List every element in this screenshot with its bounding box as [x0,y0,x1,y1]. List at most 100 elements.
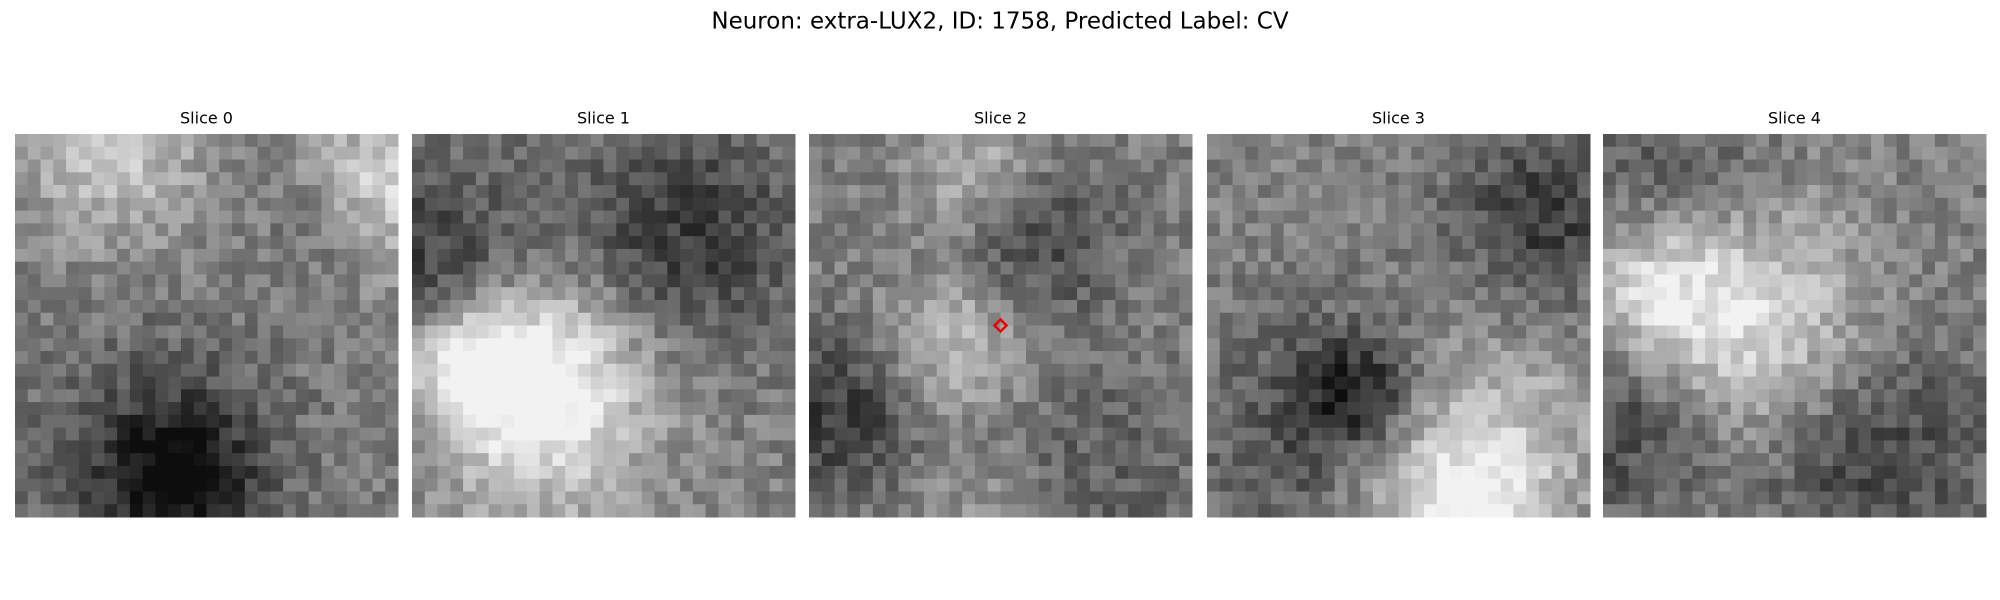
pixel [1334,274,1348,288]
pixel [1577,440,1591,454]
pixel [424,325,439,339]
pixel [577,248,592,263]
pixel [1832,287,1847,301]
pixel [1692,376,1706,390]
pixel [450,134,464,148]
pixel [117,414,131,429]
pixel [1321,287,1336,301]
pixel [180,440,195,454]
pixel [501,185,515,199]
pixel [1449,465,1463,480]
pixel [91,453,105,467]
pixel [1321,376,1336,390]
pixel [1500,376,1514,390]
pixel [782,261,796,275]
pixel [1013,274,1027,288]
pixel [577,299,592,314]
pixel [756,465,770,480]
pixel [705,376,719,390]
pixel [1089,287,1104,301]
pixel [1679,287,1693,301]
pixel [1934,376,1949,390]
pixel [577,478,592,492]
pixel [1603,414,1617,429]
pixel [1934,478,1949,492]
pixel [1756,491,1770,505]
pixel [1564,274,1578,288]
pixel [1615,197,1630,212]
pixel [66,325,80,339]
pixel [1679,134,1693,148]
pixel [1500,363,1514,378]
pixel [104,274,118,288]
pixel [1538,363,1553,378]
pixel [78,312,93,326]
pixel [1845,172,1859,186]
pixel [1026,312,1040,326]
pixel [1258,274,1272,288]
pixel [1743,146,1757,161]
pixel [731,146,745,161]
pixel [219,504,233,518]
pixel [847,376,861,390]
pixel [1947,491,1961,505]
pixel [1654,274,1668,288]
pixel [1487,197,1502,212]
pixel [1115,159,1129,173]
pixel [987,491,1001,505]
pixel [731,491,745,505]
pixel [1654,287,1668,301]
pixel [1730,223,1744,237]
pixel [206,261,220,275]
pixel [1296,389,1310,403]
pixel [821,376,836,390]
pixel [257,402,271,416]
pixel [1832,274,1847,288]
pixel [385,146,399,161]
pixel [1768,478,1783,492]
pixel [1064,351,1078,365]
pixel [565,146,579,161]
pixel [91,261,105,275]
pixel [1128,376,1142,390]
pixel [898,363,912,378]
pixel [1832,185,1847,199]
pixel [1551,197,1565,212]
pixel [488,134,502,148]
pixel [1064,274,1078,288]
pixel [1283,338,1297,352]
pixel [91,312,105,326]
pixel [206,440,220,454]
pixel [232,248,246,263]
pixel [1232,172,1246,186]
pixel [232,274,246,288]
pixel [308,172,322,186]
pixel [949,261,963,275]
pixel [1347,376,1361,390]
pixel [437,197,451,212]
pixel [1140,491,1155,505]
pixel [1309,197,1323,212]
pixel [718,389,732,403]
pixel [923,159,938,173]
pixel [1934,465,1949,480]
pixel [1973,197,1987,212]
pixel [974,172,989,186]
pixel [1666,248,1681,263]
pixel [1730,325,1744,339]
pixel [552,414,566,429]
pixel [552,325,566,339]
pixel [346,210,361,224]
pixel [565,236,579,250]
pixel [731,312,745,326]
pixel [1615,427,1630,441]
pixel [809,427,823,441]
pixel [1692,261,1706,275]
pixel [1794,185,1808,199]
pixel [616,465,630,480]
pixel [117,363,131,378]
pixel [346,223,361,237]
pixel [936,491,950,505]
pixel [359,389,373,403]
pixel [1654,146,1668,161]
